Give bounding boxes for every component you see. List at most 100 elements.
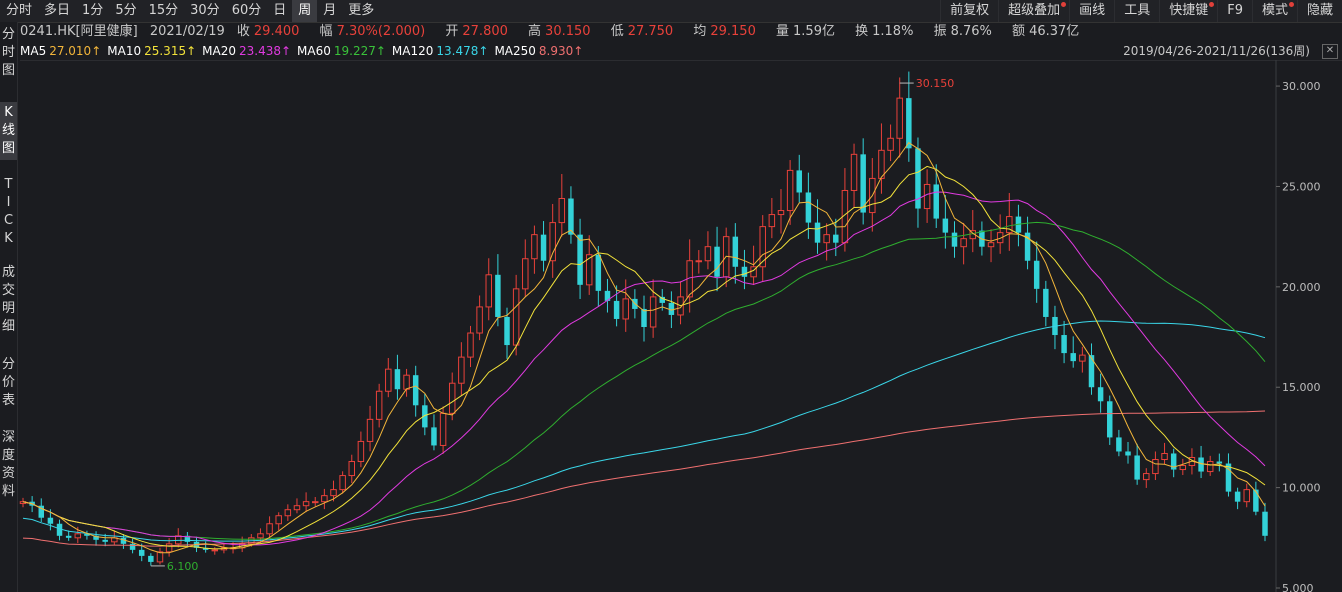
sidebar-char: 料: [1, 484, 15, 499]
period-tab[interactable]: 60分: [231, 3, 262, 18]
candle-body-down: [47, 517, 54, 524]
candle-body-down: [1116, 437, 1122, 452]
toolbar-button[interactable]: 工具: [1114, 0, 1159, 22]
candle-body-down: [38, 505, 45, 518]
sidebar-char: C: [3, 213, 14, 228]
candle-body-down: [202, 547, 209, 550]
candle-body-up: [1206, 461, 1214, 473]
toolbar-button-label: 工具: [1124, 3, 1151, 18]
turnover-label: 换: [855, 24, 869, 39]
toolbar-button[interactable]: 快捷键: [1159, 0, 1217, 22]
sidebar-char: 价: [1, 375, 15, 390]
toolbar-button-label: 超级叠加: [1008, 3, 1061, 18]
sidebar-item[interactable]: 分时图: [0, 24, 17, 82]
ma-label: MA20: [202, 44, 236, 58]
candle-body-down: [732, 236, 739, 267]
ma60-line: [22, 221, 1266, 540]
candle-body-down: [942, 218, 949, 233]
sidebar-char: 深: [1, 430, 15, 445]
open-field: 开 27.800: [445, 24, 516, 39]
sidebar-char: 细: [1, 319, 15, 334]
candle-body-up: [695, 260, 703, 263]
y-tick-label: 20.000: [1282, 281, 1321, 294]
candle-body-up: [777, 210, 785, 216]
candle-body-down: [84, 533, 90, 536]
candle-body-up: [531, 234, 538, 260]
candle-body-down: [613, 300, 620, 319]
toolbar-button[interactable]: 画线: [1069, 0, 1114, 22]
candle-body-up: [1079, 354, 1086, 362]
candle-body-down: [540, 234, 547, 261]
candle-body-up: [74, 533, 82, 539]
period-tab[interactable]: 周: [292, 0, 318, 22]
toolbar-button[interactable]: 隐藏: [1296, 0, 1342, 22]
candle-body-up: [357, 440, 365, 463]
candle-body-down: [641, 308, 647, 327]
date-range[interactable]: 2019/04/26-2021/11/26(136周): [1123, 44, 1310, 58]
period-tab[interactable]: 更多: [348, 3, 375, 18]
period-tab[interactable]: 30分: [190, 3, 220, 18]
candle-body-up: [284, 509, 292, 517]
candle-body-down: [1097, 387, 1104, 402]
period-tab[interactable]: 5分: [115, 3, 137, 18]
candle-body-down: [504, 316, 510, 346]
period-tab[interactable]: 1分: [82, 3, 104, 18]
candle-body-up: [878, 149, 885, 179]
notification-dot-icon: [1209, 2, 1215, 7]
ma-value: 27.010↑: [49, 44, 102, 58]
candle-body-down: [595, 254, 602, 291]
toolbar-right: 前复权 超级叠加 画线 工具 快捷键 F9 模式 隐藏: [940, 0, 1342, 22]
toolbar-button[interactable]: F9: [1217, 0, 1252, 22]
period-tab[interactable]: 日: [273, 3, 287, 18]
ma-label: MA5: [20, 44, 47, 58]
sidebar-char: T: [4, 177, 13, 192]
ma-value: 8.930↑: [538, 44, 584, 58]
turnover-field: 换 1.18%: [855, 24, 921, 39]
candle-body-down: [1043, 288, 1049, 317]
low-label: 低: [610, 24, 624, 39]
close-value: 29.400: [253, 24, 300, 39]
open-value: 27.800: [462, 24, 508, 39]
candle-body-down: [933, 184, 939, 219]
candle-body-up: [476, 306, 483, 334]
toolbar-button[interactable]: 超级叠加: [998, 0, 1069, 22]
candle-body-up: [996, 232, 1004, 244]
candle-body-down: [915, 148, 921, 209]
stock-code-name: 0241.HK[阿里健康]: [20, 24, 138, 39]
period-tab[interactable]: 多日: [44, 3, 71, 18]
toolbar-button[interactable]: 模式: [1251, 0, 1297, 22]
candle-body-up: [1161, 452, 1168, 461]
ma-label: MA120: [391, 44, 434, 58]
period-tab[interactable]: 15分: [148, 3, 179, 18]
candle-body-up: [448, 382, 456, 414]
sidebar-item[interactable]: 成交明细: [0, 262, 17, 338]
period-tab[interactable]: 分时: [6, 3, 33, 18]
ma5-line: [22, 142, 1266, 554]
min-price-label: 6.100: [167, 560, 199, 573]
toolbar-button-label: F9: [1227, 3, 1243, 18]
candle-body-down: [184, 535, 191, 542]
ma-legend-items: MA5 27.010↑ MA10 25.315↑ MA20 23.438↑ MA60 19.2…: [20, 44, 589, 58]
candle-body-up: [266, 523, 273, 535]
avg-value: 29.150: [710, 24, 756, 39]
period-tab[interactable]: 月: [323, 3, 337, 18]
change-value: 7.30%(2.000): [336, 24, 426, 39]
candle-body-up: [759, 226, 766, 268]
candle-body-down: [1070, 353, 1076, 362]
sidebar-char: K: [4, 105, 13, 120]
sidebar-item[interactable]: 分价表: [0, 354, 17, 412]
turnover-value: 1.18%: [872, 24, 914, 39]
candle-body-down: [422, 405, 428, 428]
toolbar-button[interactable]: 前复权: [940, 0, 998, 22]
sidebar-char: I: [6, 195, 11, 210]
sidebar-item[interactable]: 深度资料: [0, 427, 17, 503]
kline-chart[interactable]: 30.000 25.000 20.000 15.000 10.000 5.000 30.15…: [18, 60, 1342, 592]
close-icon[interactable]: ✕: [1322, 44, 1338, 59]
candle-body-up: [558, 198, 566, 224]
sidebar-char: K: [4, 231, 13, 246]
candle-body-down: [120, 537, 127, 544]
sidebar-char: 图: [1, 63, 15, 78]
candle-body-up: [385, 368, 392, 392]
